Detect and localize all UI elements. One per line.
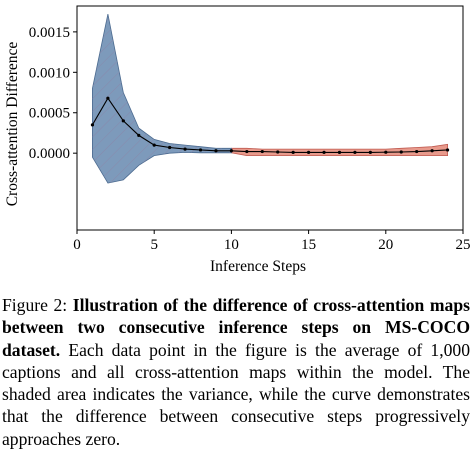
axes-frame [76, 5, 464, 231]
y-tick-label: 0.0010 [29, 65, 70, 81]
caption-bold-title: Illustration of the difference of cross-… [2, 295, 470, 360]
data-point [415, 149, 419, 154]
data-point [214, 149, 218, 153]
data-point [353, 150, 357, 154]
data-points [90, 96, 450, 154]
data-point [183, 147, 187, 151]
data-point [445, 148, 450, 152]
variance-band-late [231, 143, 448, 156]
x-axis-label: Inference Steps [210, 258, 306, 275]
y-tick-label: 0.0000 [29, 146, 70, 162]
data-point [229, 149, 233, 153]
variance-bands [92, 14, 448, 184]
x-tick-label: 5 [150, 237, 158, 253]
caption-label: Figure 2: [2, 295, 68, 315]
mean-line [91, 97, 448, 153]
data-point [337, 150, 342, 154]
data-point [399, 150, 403, 154]
line-chart: 0 5 10 15 20 25 0.0000 0.0005 0.0010 0.0015 Infe… [4, 5, 471, 275]
y-tick-label: 0.0015 [29, 25, 70, 41]
data-point [121, 119, 125, 123]
data-point [276, 150, 280, 154]
data-point [168, 145, 172, 150]
data-point [307, 150, 311, 154]
x-axis-ticks: 0 5 10 15 20 25 [73, 230, 471, 253]
y-tick-label: 0.0005 [29, 106, 70, 122]
data-point [291, 150, 295, 154]
x-tick-label: 0 [73, 237, 81, 253]
data-point [384, 150, 388, 154]
data-point [90, 123, 95, 127]
data-point [152, 143, 156, 147]
data-point [260, 149, 264, 154]
x-tick-label: 25 [456, 237, 471, 253]
data-point [198, 148, 203, 152]
x-tick-label: 20 [378, 237, 393, 253]
data-point [430, 149, 434, 153]
caption-body: Each data point in the figure is the ave… [2, 339, 470, 449]
data-point [368, 150, 372, 154]
data-point [322, 150, 326, 154]
figure-caption: Figure 2: Illustration of the difference… [2, 294, 470, 450]
data-point [106, 96, 110, 100]
y-axis-ticks: 0.0000 0.0005 0.0010 0.0015 [29, 25, 77, 162]
data-point [137, 133, 141, 137]
y-axis-label: Cross-attention Difference [4, 42, 21, 207]
series-line [91, 97, 448, 153]
variance-band-hatch [92, 14, 232, 184]
plot-frame [76, 5, 464, 231]
data-point [245, 149, 249, 154]
x-tick-label: 15 [301, 237, 316, 253]
x-tick-label: 10 [224, 237, 239, 253]
